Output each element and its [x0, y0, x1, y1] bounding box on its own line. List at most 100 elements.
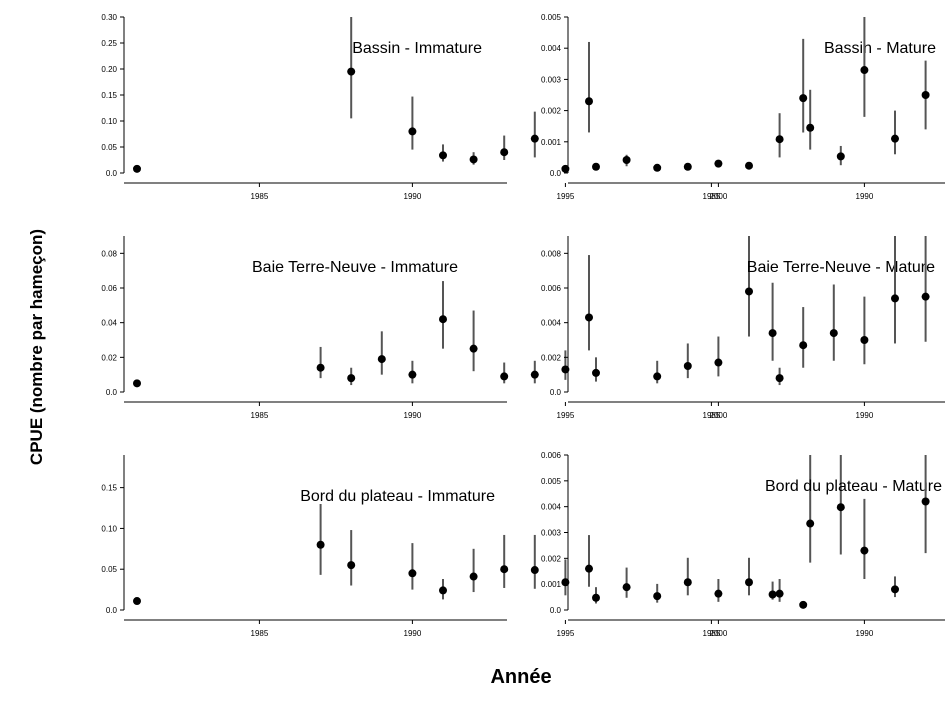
data-point	[469, 155, 478, 164]
y-tick-label: 0.004	[541, 44, 562, 53]
x-tick-label: 1990	[404, 411, 422, 420]
y-tick-label: 0.002	[541, 353, 562, 362]
y-tick-label: 0.10	[101, 524, 117, 533]
data-point	[530, 566, 539, 575]
panel-title: Bassin - Immature	[352, 40, 482, 57]
y-tick-label: 0.003	[541, 529, 562, 538]
data-point	[622, 156, 631, 164]
data-point	[530, 370, 539, 379]
y-tick-label: 0.15	[101, 91, 117, 100]
x-tick-label: 1990	[856, 192, 874, 201]
x-tick-label: 1985	[703, 192, 721, 201]
data-point	[921, 292, 930, 301]
data-point	[714, 358, 723, 367]
y-tick-label: 0.006	[541, 451, 562, 460]
y-tick-label: 0.005	[541, 13, 562, 22]
y-tick-label: 0.006	[541, 284, 562, 293]
x-tick-label: 1985	[251, 629, 269, 638]
figure-xlabel: Année	[490, 666, 551, 688]
y-tick-label: 0.004	[541, 503, 562, 512]
data-point	[921, 497, 930, 506]
data-point	[653, 163, 662, 172]
data-point	[500, 372, 509, 381]
data-point	[439, 315, 447, 324]
x-tick-label: 1990	[856, 629, 874, 638]
y-tick-label: 0.20	[101, 65, 117, 74]
data-point	[836, 503, 845, 512]
y-tick-label: 0.0	[106, 606, 118, 615]
y-tick-label: 0.002	[541, 107, 562, 116]
y-tick-label: 0.001	[541, 580, 562, 589]
data-point	[133, 597, 141, 606]
x-tick-label: 1995	[557, 629, 575, 638]
data-point	[347, 561, 356, 570]
y-tick-label: 0.0	[106, 169, 118, 178]
data-point	[768, 590, 777, 599]
data-point	[500, 148, 509, 157]
data-point	[683, 162, 692, 171]
data-point	[592, 368, 600, 377]
y-tick-label: 0.001	[541, 138, 562, 147]
data-point	[592, 162, 600, 171]
y-tick-label: 0.0	[550, 388, 562, 397]
y-tick-label: 0.004	[541, 319, 562, 328]
y-tick-label: 0.005	[541, 477, 562, 486]
data-point	[775, 589, 784, 598]
data-point	[408, 370, 417, 379]
data-point	[860, 546, 869, 555]
y-tick-label: 0.08	[101, 249, 117, 258]
data-point	[683, 362, 692, 370]
data-point	[561, 164, 570, 173]
x-tick-label: 1985	[703, 411, 721, 420]
data-point	[799, 341, 808, 350]
panel-1: 0.0 0.05 0.10 0.15 0.20 0.25 0.30 1985 1990 1995 2…	[101, 13, 845, 201]
y-tick-label: 0.0	[106, 388, 118, 397]
data-point	[775, 135, 784, 144]
data-point	[585, 564, 593, 573]
y-tick-label: 0.06	[101, 284, 117, 293]
y-tick-label: 0.05	[101, 143, 117, 152]
data-point	[799, 600, 808, 609]
y-tick-label: 0.15	[101, 484, 117, 493]
x-tick-label: 1985	[703, 629, 721, 638]
data-point	[653, 592, 662, 601]
y-tick-label: 0.0	[550, 606, 562, 615]
data-point	[714, 589, 723, 598]
data-point	[561, 365, 570, 374]
panel-6: 0.0 0.001 0.002 0.003 0.004 0.005 0.006 1985 199…	[541, 451, 945, 638]
panel-2: 0.0 0.001 0.002 0.003 0.004 0.005 1985 1990 1995…	[541, 13, 945, 201]
data-point	[891, 585, 899, 594]
data-point	[775, 374, 784, 383]
y-tick-label: 0.10	[101, 117, 117, 126]
data-point	[745, 161, 753, 170]
panel-3: 0.0 0.02 0.04 0.06 0.08 1985 1990 1995 2000 Baie …	[101, 236, 784, 420]
y-tick-label: 0.25	[101, 39, 117, 48]
data-point	[408, 569, 417, 578]
data-point	[133, 379, 141, 388]
data-point	[469, 344, 478, 353]
data-point	[530, 134, 539, 143]
panel-title: Baie Terre-Neuve - Mature	[747, 259, 935, 276]
panel-5: 0.0 0.05 0.10 0.15 1985 1990 1995 2000 Bord du p…	[101, 455, 845, 638]
data-point	[622, 583, 631, 592]
data-point	[408, 127, 417, 136]
data-point	[585, 313, 593, 322]
data-point	[836, 152, 845, 161]
x-tick-label: 2000	[710, 411, 728, 420]
x-tick-label: 1995	[557, 192, 575, 201]
data-point	[500, 565, 509, 574]
data-point	[439, 151, 447, 160]
y-tick-label: 0.02	[101, 353, 117, 362]
data-point	[891, 134, 899, 143]
data-point	[806, 519, 815, 528]
data-point	[592, 593, 600, 602]
y-tick-label: 0.05	[101, 565, 117, 574]
x-tick-label: 1985	[251, 192, 269, 201]
data-point	[439, 586, 447, 595]
x-tick-label: 2000	[710, 629, 728, 638]
figure-ylabel: CPUE (nombre par hameçon)	[27, 229, 46, 465]
x-tick-label: 1990	[404, 192, 422, 201]
data-point	[347, 374, 356, 383]
data-point	[806, 123, 815, 132]
x-tick-label: 1990	[856, 411, 874, 420]
